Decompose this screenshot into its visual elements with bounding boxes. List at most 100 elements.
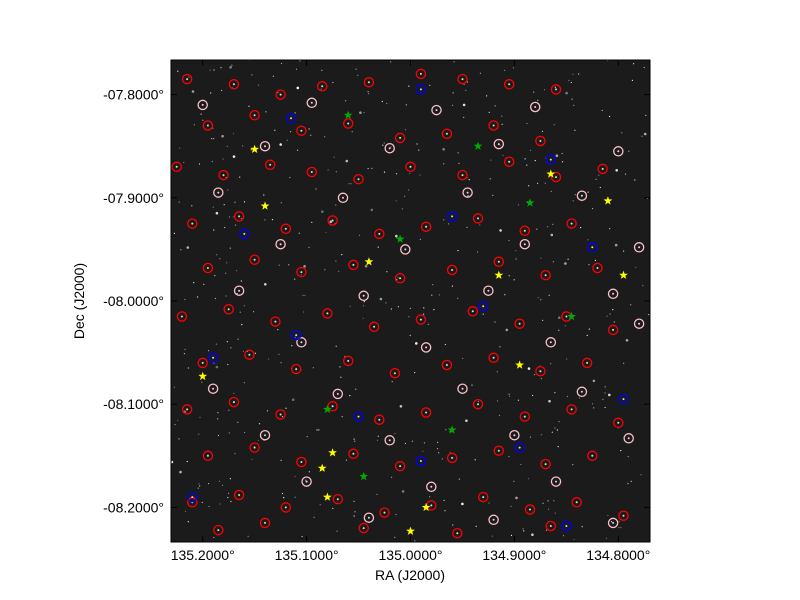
source-marker-circle	[301, 476, 312, 487]
background-star	[193, 282, 195, 284]
background-star	[224, 226, 226, 229]
background-star	[409, 334, 411, 336]
background-star	[572, 200, 574, 202]
background-star	[285, 407, 287, 409]
background-star	[353, 438, 355, 440]
source-star-dot	[518, 322, 521, 325]
source-marker-circle	[249, 442, 260, 453]
background-star	[191, 90, 195, 93]
source-star-dot	[357, 178, 360, 181]
background-star	[397, 277, 399, 279]
background-star	[187, 367, 189, 369]
background-star	[608, 393, 611, 397]
source-marker-circle	[592, 262, 603, 274]
source-marker-circle	[493, 256, 505, 268]
background-star	[278, 264, 280, 266]
source-star-dot	[310, 171, 313, 173]
background-star	[604, 406, 606, 409]
background-star	[250, 149, 252, 151]
source-star-dot	[253, 114, 256, 117]
background-star	[229, 478, 231, 480]
background-star	[648, 314, 650, 316]
background-star	[303, 265, 306, 268]
source-star-dot	[347, 122, 350, 125]
background-star	[363, 301, 365, 303]
background-star	[390, 308, 392, 310]
source-marker-circle	[342, 118, 354, 129]
source-marker-circle	[420, 407, 432, 418]
background-star	[294, 336, 296, 338]
background-star	[379, 297, 383, 301]
background-star	[515, 250, 517, 252]
background-star	[221, 134, 224, 138]
background-star	[183, 353, 185, 355]
source-marker-circle	[285, 113, 297, 124]
background-star	[609, 228, 611, 230]
source-marker-star	[250, 144, 259, 153]
background-star	[221, 89, 223, 92]
source-marker-circle	[633, 318, 645, 329]
source-marker-star	[395, 234, 405, 243]
source-marker-circle	[415, 314, 427, 325]
background-star	[418, 149, 420, 151]
source-marker-circle	[550, 476, 562, 487]
background-star	[554, 86, 557, 88]
source-marker-circle	[249, 109, 260, 121]
background-star	[605, 537, 608, 540]
background-star	[184, 298, 186, 301]
background-star	[533, 91, 535, 93]
background-star	[340, 376, 342, 378]
background-star	[508, 239, 510, 242]
source-marker-star	[260, 201, 270, 210]
source-marker-circle	[529, 101, 541, 113]
background-star	[475, 525, 477, 527]
background-star	[501, 115, 503, 117]
background-star	[501, 123, 503, 125]
background-star	[537, 297, 539, 299]
background-star	[401, 208, 403, 210]
source-star-dot	[617, 421, 620, 424]
source-marker-circle	[218, 169, 229, 181]
background-star	[335, 171, 337, 173]
background-star	[624, 173, 627, 175]
background-star	[427, 323, 429, 325]
background-star	[297, 149, 299, 151]
background-star	[609, 313, 611, 315]
background-star	[593, 407, 595, 409]
source-marker-circle	[264, 159, 276, 171]
source-star-dot	[248, 353, 251, 356]
background-star	[547, 508, 550, 510]
source-star-dot	[492, 356, 495, 359]
background-star	[437, 441, 439, 443]
background-star	[614, 243, 618, 247]
source-star-dot	[264, 521, 266, 524]
source-star-dot	[477, 217, 479, 220]
background-star	[263, 194, 265, 196]
background-star	[236, 270, 238, 272]
background-star	[537, 99, 539, 101]
source-marker-circle	[306, 97, 318, 109]
source-star-dot	[627, 437, 630, 440]
source-star-dot	[617, 150, 620, 153]
background-star	[179, 470, 182, 474]
background-star	[211, 160, 213, 163]
source-marker-circle	[374, 228, 385, 240]
background-star	[281, 492, 284, 495]
background-star	[341, 416, 343, 418]
background-star	[222, 158, 224, 160]
background-star	[409, 172, 411, 174]
source-marker-circle	[545, 154, 557, 165]
source-star-dot	[331, 405, 334, 408]
background-star	[463, 116, 465, 118]
background-star	[264, 219, 266, 221]
background-star	[232, 216, 234, 218]
source-marker-circle	[389, 367, 401, 379]
background-star	[289, 176, 291, 179]
x-axis: 135.2000° 135.1000° 135.0000° 134.9000° 134.…	[171, 60, 650, 563]
background-star	[557, 316, 561, 320]
background-star	[542, 502, 544, 504]
background-star	[529, 436, 532, 438]
background-star	[432, 284, 434, 286]
background-star	[498, 414, 501, 416]
source-marker-circle	[275, 89, 286, 100]
